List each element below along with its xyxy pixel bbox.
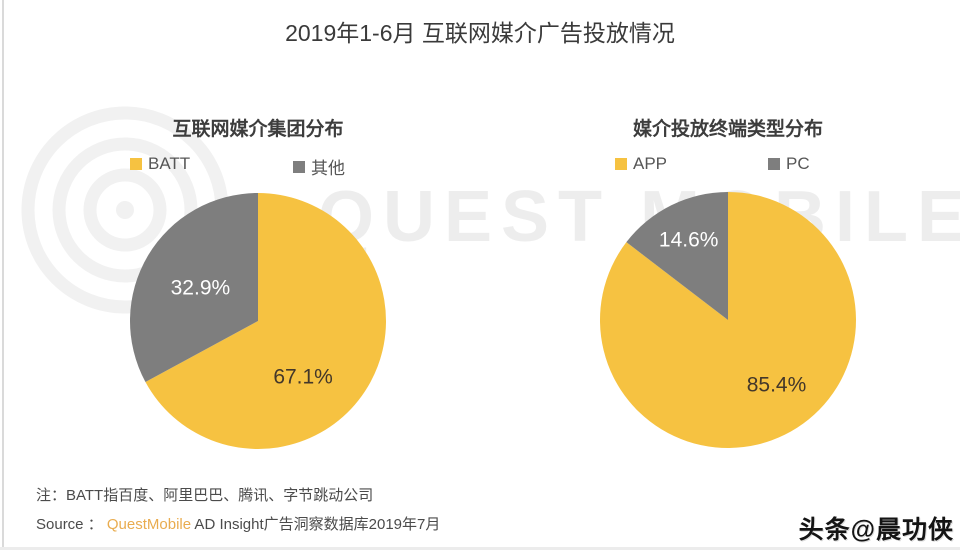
source-brand: QuestMobile	[106, 516, 192, 533]
source-prefix: Source ：	[36, 516, 107, 533]
legend-swatch-batt	[130, 158, 142, 170]
legend-label-qita: 其他	[311, 159, 345, 178]
legend-label-batt: BATT	[148, 154, 191, 173]
pie-percentage-label-BATT: 67.1%	[273, 366, 333, 389]
legend-item-app: APP	[615, 154, 667, 174]
left-chart-title: 互联网媒介集团分布	[172, 119, 344, 140]
source-suffix: AD Insight广告洞察数据库2019年7月	[191, 516, 441, 533]
pie-slice-APP	[599, 192, 856, 448]
bottom-edge-line	[0, 547, 960, 550]
legend-item-qita: 其他	[293, 154, 345, 179]
legend-swatch-pc	[768, 158, 780, 170]
pie-slice-BATT	[145, 193, 387, 449]
pie-slice-PC	[626, 192, 728, 320]
legend-item-batt: BATT	[130, 154, 190, 174]
legend-item-pc: PC	[768, 154, 810, 174]
source-line: Source ： QuestMobile AD Insight广告洞察数据库20…	[36, 513, 440, 534]
legend-label-app: APP	[633, 154, 668, 173]
legend-label-pc: PC	[786, 154, 810, 173]
pie-chart-terminal-types: 85.4% 14.6%	[599, 192, 856, 448]
pie-percentage-label-其他: 32.9%	[171, 277, 231, 300]
toutiao-byline-watermark: 头条@晨功侠	[798, 516, 954, 544]
pie-percentage-label-PC: 14.6%	[659, 229, 719, 252]
pie-slice-其他	[130, 193, 258, 382]
right-chart-title: 媒介投放终端类型分布	[632, 119, 823, 140]
left-edge-line	[2, 0, 4, 550]
footnote: 注：BATT指百度、阿里巴巴、腾讯、字节跳动公司	[36, 487, 374, 504]
page-title: 2019年1-6月 互联网媒介广告投放情况	[285, 20, 675, 46]
pie-chart-media-groups: 67.1% 32.9%	[130, 193, 387, 449]
legend-swatch-qita	[293, 160, 305, 173]
pie-percentage-label-APP: 85.4%	[747, 373, 807, 396]
legend-swatch-app	[615, 158, 627, 170]
